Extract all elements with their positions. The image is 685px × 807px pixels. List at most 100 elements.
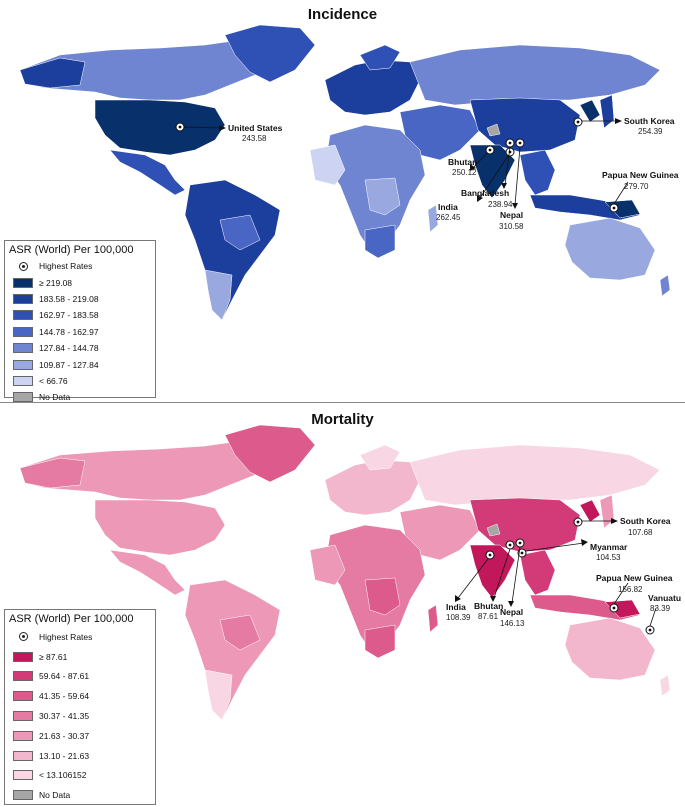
callout-value: 262.45 xyxy=(436,213,461,222)
callout-label: India xyxy=(438,202,458,212)
legend-label: 183.58 - 219.08 xyxy=(39,293,99,304)
callout-label: South Korea xyxy=(624,116,675,126)
legend-label: 13.10 - 21.63 xyxy=(39,750,90,761)
china-region xyxy=(469,97,581,153)
legend-swatch xyxy=(13,392,33,403)
callout-value: 104.53 xyxy=(596,553,621,562)
legend-label: Highest Rates xyxy=(39,631,93,642)
legend-swatch xyxy=(13,730,33,741)
bolivia-region xyxy=(219,214,261,251)
west-africa-region xyxy=(309,144,346,186)
callout-value: 107.68 xyxy=(628,528,653,537)
callout-lines xyxy=(183,120,629,206)
callout-label: Papua New Guinea xyxy=(602,170,679,180)
callout-label: Papua New Guinea xyxy=(596,573,673,583)
legend-row: No Data xyxy=(13,389,155,405)
legend-highest-row: Highest Rates xyxy=(13,627,155,647)
legend-label: 162.97 - 183.58 xyxy=(39,310,99,321)
legend-swatch xyxy=(13,375,33,386)
legend-swatch xyxy=(13,750,33,761)
japan-region xyxy=(599,94,615,129)
bolivia-region xyxy=(219,614,261,651)
legend-label: ≥ 219.08 xyxy=(39,277,73,288)
callout-label: Bhutan xyxy=(448,157,477,167)
usa-region xyxy=(94,499,226,556)
callout-label: Bangladesh xyxy=(461,188,509,198)
legend-highest-row: Highest Rates xyxy=(13,258,155,274)
highest-rate-markers xyxy=(485,517,655,635)
scandinavia-region xyxy=(359,44,401,71)
legend-label: 41.35 - 59.64 xyxy=(39,691,90,702)
legend-row: 21.63 - 30.37 xyxy=(13,726,155,746)
legend-swatch xyxy=(13,671,33,682)
legend-row: 13.10 - 21.63 xyxy=(13,746,155,766)
legend-label: 30.37 - 41.35 xyxy=(39,711,90,722)
callout-value: 83.39 xyxy=(650,604,671,613)
map-legend: ASR (World) Per 100,000 Highest Rates ≥ … xyxy=(4,609,156,805)
legend-swatch xyxy=(13,277,33,288)
legend-row: 59.64 - 87.61 xyxy=(13,667,155,687)
callout-arrowheads xyxy=(455,518,618,607)
no-data-region xyxy=(486,523,501,537)
callout-label: India xyxy=(446,602,466,612)
legend-row: No Data xyxy=(13,785,155,805)
legend-row: ≥ 219.08 xyxy=(13,274,155,290)
nz-region xyxy=(659,274,671,297)
incidence-panel: United States 243.58 South Korea 254.39 … xyxy=(0,0,685,403)
legend-label: 109.87 - 127.84 xyxy=(39,359,99,370)
callout-label: Myanmar xyxy=(590,542,628,552)
nz-region xyxy=(659,674,671,697)
indonesia-region xyxy=(529,194,641,221)
central-africa-region xyxy=(364,177,401,216)
legend-title: ASR (World) Per 100,000 xyxy=(9,613,134,625)
panel-title: Mortality xyxy=(311,411,374,428)
callout-label: Nepal xyxy=(500,607,523,617)
legend-row: 183.58 - 219.08 xyxy=(13,291,155,307)
madagascar-region xyxy=(427,604,439,633)
callout-value: 254.39 xyxy=(638,127,663,136)
russia-region xyxy=(409,44,661,106)
callout-value: 108.39 xyxy=(446,613,471,622)
mortality-panel: South Korea 107.68 Myanmar 104.53 Papua … xyxy=(0,403,685,807)
legend-swatch xyxy=(13,691,33,702)
south-america-region xyxy=(184,579,281,721)
callout-label: Bhutan xyxy=(474,601,503,611)
callout-value: 87.61 xyxy=(478,612,499,621)
legend-label: 59.64 - 87.61 xyxy=(39,671,90,682)
legend-label: 127.84 - 144.78 xyxy=(39,343,99,354)
legend-label: 144.78 - 162.97 xyxy=(39,326,99,337)
panel-title: Incidence xyxy=(307,6,378,23)
legend-row: < 13.106152 xyxy=(13,766,155,786)
russia-region xyxy=(409,444,661,506)
legend-row: 30.37 - 41.35 xyxy=(13,706,155,726)
australia-region xyxy=(564,217,656,281)
callout-value: 238.94 xyxy=(488,200,513,209)
indonesia-region xyxy=(529,594,641,621)
highest-rate-icon xyxy=(13,261,33,271)
legend-row: 127.84 - 144.78 xyxy=(13,340,155,356)
mexico-region xyxy=(109,549,186,596)
argentina-region xyxy=(204,269,233,321)
legend-swatch xyxy=(13,310,33,321)
callout-label: United States xyxy=(228,123,283,133)
legend-label: ≥ 87.61 xyxy=(39,651,68,662)
se-asia-region xyxy=(519,149,556,196)
south-africa-region xyxy=(364,224,396,259)
australia-region xyxy=(564,617,656,681)
legend-label: < 66.76 xyxy=(39,375,68,386)
se-asia-region xyxy=(519,549,556,596)
legend-swatch xyxy=(13,770,33,781)
legend-row: ≥ 87.61 xyxy=(13,647,155,667)
legend-swatch xyxy=(13,343,33,354)
legend-swatch xyxy=(13,293,33,304)
legend-label: No Data xyxy=(39,392,71,403)
canada-region xyxy=(19,440,276,501)
legend-swatch xyxy=(13,711,33,722)
china-region xyxy=(469,497,581,553)
legend-label: 21.63 - 30.37 xyxy=(39,730,90,741)
map-legend: ASR (World) Per 100,000 Highest Rates ≥ … xyxy=(4,240,156,403)
central-africa-region xyxy=(364,577,401,616)
canada-region xyxy=(19,39,276,101)
no-data-region xyxy=(486,123,501,137)
scandinavia-region xyxy=(359,444,401,471)
